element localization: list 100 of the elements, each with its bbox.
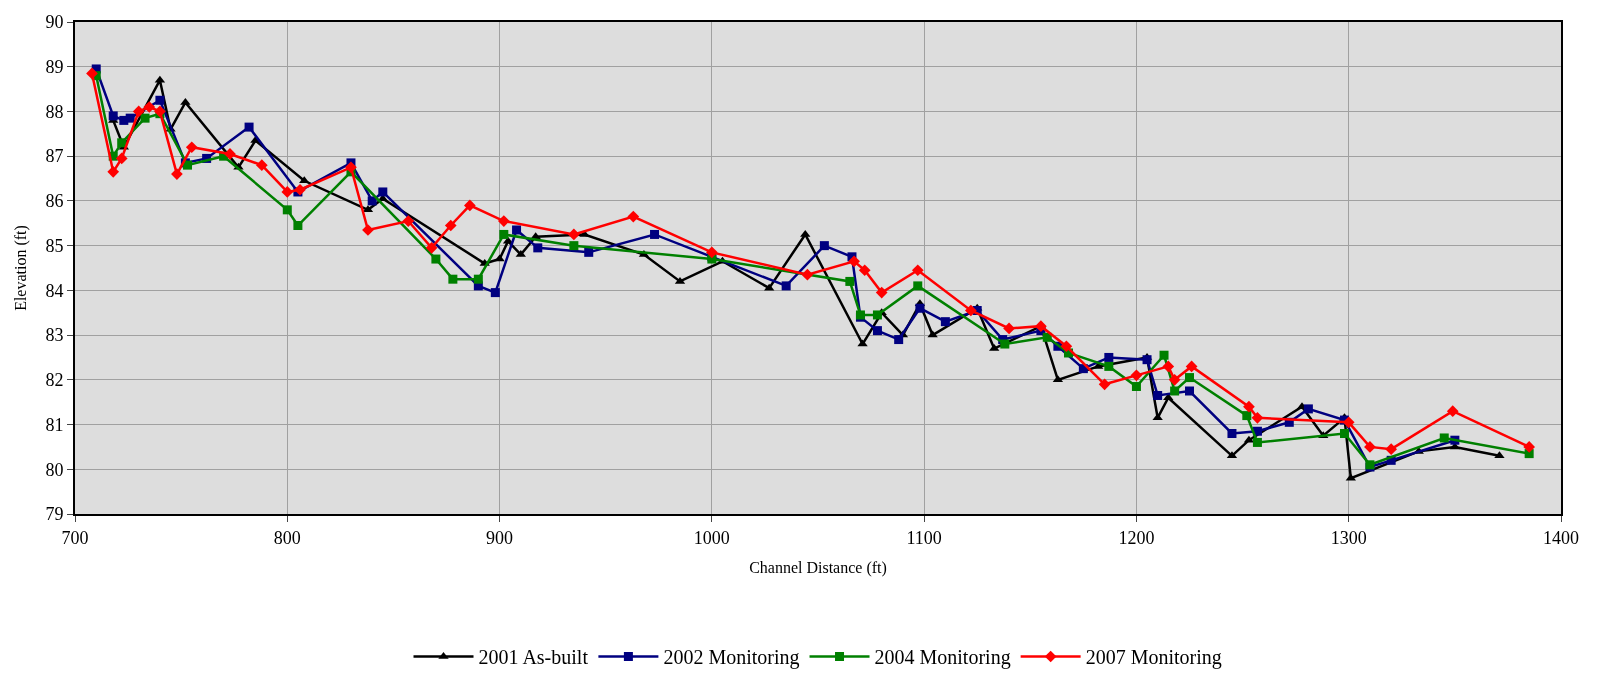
point (1342, 416, 1355, 429)
point (706, 246, 718, 259)
point (1185, 373, 1194, 383)
point (1251, 411, 1264, 424)
y-tick-label: 84 (45, 280, 64, 301)
y-tick-label: 83 (45, 325, 64, 346)
point (894, 335, 904, 345)
point (1159, 350, 1169, 360)
point (569, 241, 579, 251)
point (568, 228, 580, 241)
point (913, 281, 923, 291)
point (875, 286, 888, 299)
point (940, 317, 950, 327)
point (965, 304, 977, 317)
point (1494, 451, 1505, 459)
point (464, 199, 476, 212)
point (425, 242, 438, 254)
point (378, 187, 388, 197)
point (1185, 360, 1198, 373)
point (171, 168, 183, 180)
point (108, 111, 118, 121)
point (1003, 322, 1015, 335)
point (155, 95, 165, 105)
y-tick-label: 90 (45, 12, 64, 33)
point (115, 152, 128, 165)
point (1130, 369, 1143, 382)
point (86, 67, 98, 80)
point (1446, 405, 1459, 417)
point (1131, 382, 1141, 392)
point (512, 225, 522, 235)
x-tick-label: 1100 (906, 527, 942, 548)
y-tick-label: 80 (45, 459, 64, 480)
point (1364, 441, 1376, 453)
point (1385, 443, 1398, 455)
point (781, 281, 791, 291)
point (584, 247, 594, 257)
y-tick-label: 85 (45, 235, 64, 256)
x-tick-label: 1200 (1118, 527, 1155, 548)
y-axis-title: Elevation (ft) (11, 225, 30, 311)
point (915, 303, 925, 313)
point (800, 229, 811, 237)
point (448, 274, 458, 284)
point (1098, 378, 1111, 391)
point (1185, 386, 1194, 396)
legend-label: 2001 As-built (478, 646, 589, 669)
point (255, 159, 268, 171)
y-tick-label: 82 (45, 370, 64, 391)
point (911, 264, 924, 277)
point (845, 276, 855, 286)
x-tick-label: 1300 (1330, 527, 1367, 548)
point (858, 264, 871, 277)
point (533, 243, 543, 253)
y-tick-label: 88 (45, 101, 64, 122)
point (801, 268, 814, 281)
point (345, 161, 357, 174)
point (497, 215, 510, 227)
point (293, 221, 303, 231)
point (872, 326, 882, 336)
y-tick-label: 81 (45, 414, 64, 435)
point (848, 255, 860, 268)
point (1523, 441, 1536, 453)
point (132, 105, 145, 118)
y-tick-label: 86 (45, 191, 64, 212)
y-tick-label: 89 (45, 57, 64, 78)
point (1170, 386, 1180, 396)
point (1339, 428, 1349, 438)
point (819, 241, 829, 251)
point (431, 254, 441, 264)
point (1142, 355, 1152, 365)
x-tick-label: 900 (486, 527, 514, 548)
y-tick-label: 87 (45, 146, 64, 167)
point (650, 229, 660, 239)
point (490, 288, 500, 298)
point (473, 274, 483, 284)
x-tick-label: 1400 (1543, 527, 1579, 548)
point (627, 210, 640, 223)
point (140, 113, 150, 123)
legend-label: 2004 Monitoring (874, 646, 1011, 670)
point (299, 176, 310, 184)
point (1439, 433, 1449, 443)
point (1162, 360, 1175, 373)
point (1303, 404, 1313, 414)
point (282, 205, 292, 215)
point (143, 101, 156, 113)
point (1227, 428, 1237, 438)
point (244, 122, 254, 132)
point (1104, 361, 1114, 371)
point (1168, 373, 1181, 386)
point (1252, 437, 1262, 447)
legend-label: 2002 Monitoring (663, 646, 800, 670)
point (1060, 340, 1073, 353)
x-tick-label: 700 (61, 527, 89, 548)
point (117, 138, 127, 148)
point (1153, 390, 1163, 400)
point (107, 165, 120, 178)
point (281, 186, 294, 198)
point (1242, 411, 1252, 421)
legend-label: 2007 Monitoring (1085, 646, 1222, 670)
point (1104, 352, 1114, 362)
x-tick-label: 1000 (693, 527, 730, 548)
